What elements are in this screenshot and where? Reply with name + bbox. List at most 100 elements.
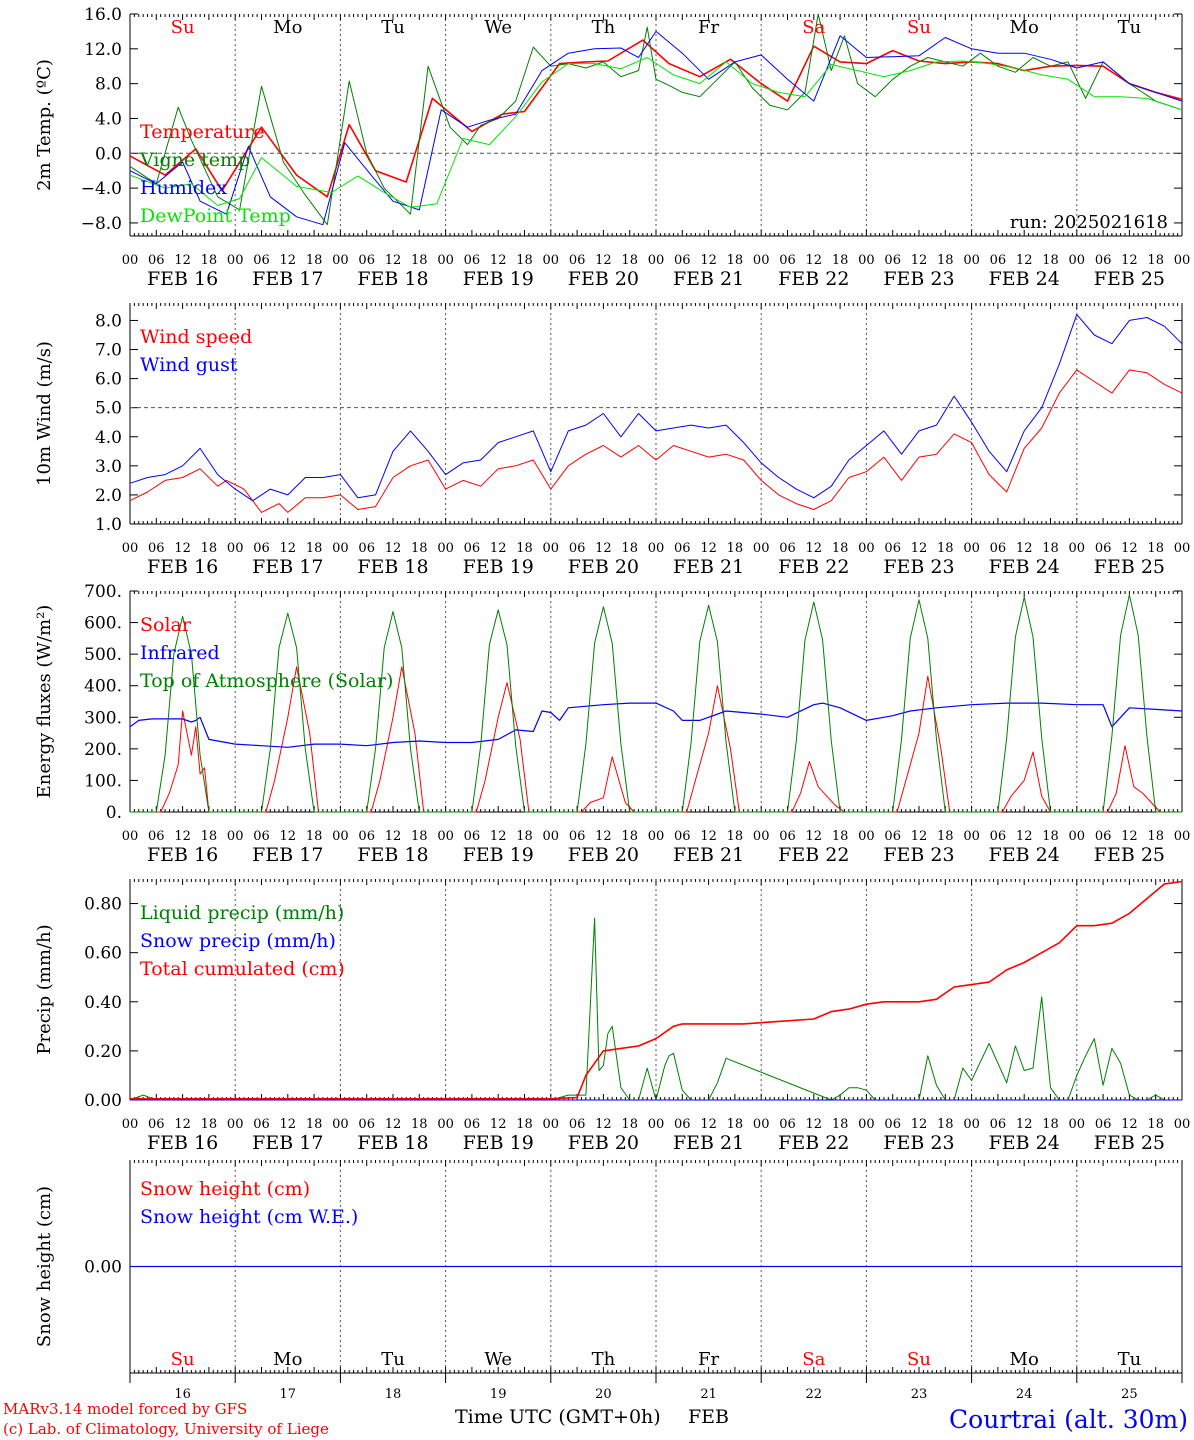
hour-tick-label: 18	[832, 829, 849, 844]
hour-tick-label: 06	[990, 1117, 1007, 1132]
hour-tick-label: 12	[595, 1117, 612, 1132]
hour-tick-label: 06	[148, 253, 165, 268]
hour-tick-label: 00	[753, 541, 770, 556]
date-label: FEB 19	[463, 1132, 534, 1154]
y-tick-label: 0.80	[84, 895, 122, 915]
hour-tick-label: 00	[543, 541, 560, 556]
day-number-label: 24	[1016, 1387, 1033, 1402]
date-label: FEB 21	[673, 1132, 744, 1154]
hour-tick-label: 06	[779, 1117, 796, 1132]
hour-tick-label: 00	[648, 253, 665, 268]
hour-tick-label: 12	[700, 541, 717, 556]
hour-tick-label: 12	[280, 541, 297, 556]
date-label: FEB 24	[989, 268, 1060, 290]
date-label: FEB 25	[1094, 1132, 1165, 1154]
hour-tick-label: 00	[1069, 1117, 1086, 1132]
hour-tick-label: 12	[806, 541, 823, 556]
hour-tick-label: 12	[1121, 253, 1138, 268]
hour-tick-label: 18	[937, 541, 954, 556]
weekday-label: Sa	[802, 17, 825, 38]
month-label: FEB	[688, 1406, 729, 1428]
hour-tick-label: 00	[1174, 829, 1191, 844]
hour-tick-label: 06	[1095, 829, 1112, 844]
hour-tick-label: 18	[937, 1117, 954, 1132]
date-label: FEB 21	[673, 268, 744, 290]
hour-tick-label: 18	[516, 253, 533, 268]
day-number-label: 20	[595, 1387, 612, 1402]
hour-tick-label: 00	[963, 1117, 980, 1132]
hour-tick-label: 06	[884, 253, 901, 268]
hour-tick-label: 18	[937, 253, 954, 268]
weekday-label: Mo	[273, 1349, 302, 1370]
hour-tick-label: 00	[227, 541, 244, 556]
hour-tick-label: 06	[1095, 1117, 1112, 1132]
hour-tick-label: 00	[1174, 541, 1191, 556]
y-tick-label: 16.0	[84, 5, 122, 25]
hour-tick-label: 00	[1174, 1117, 1191, 1132]
hour-tick-label: 12	[174, 1117, 191, 1132]
hour-tick-label: 06	[779, 829, 796, 844]
hour-tick-label: 18	[1042, 829, 1059, 844]
hour-tick-label: 18	[201, 1117, 218, 1132]
hour-tick-label: 12	[911, 541, 928, 556]
chart-panel-3: 0. 100. 200. 300. 400. 500. 600. 700. Energy flu…	[34, 582, 1190, 866]
hour-tick-label: 00	[122, 541, 139, 556]
y-tick-label: 100.	[84, 771, 122, 791]
station-name: Courtrai (alt. 30m)	[949, 1405, 1188, 1434]
legend-entry: Humidex	[140, 177, 227, 199]
weekday-label: Fr	[698, 1349, 719, 1370]
hour-tick-label: 18	[1147, 829, 1164, 844]
chart-panel-4: 0.00 0.20 0.40 0.60 0.80 Precip (mm/h) Liquid …	[34, 879, 1190, 1154]
hour-tick-label: 00	[963, 253, 980, 268]
hour-tick-label: 00	[122, 829, 139, 844]
hour-tick-label: 18	[621, 1117, 638, 1132]
y-tick-label: 8.0	[95, 75, 122, 95]
chart-panel-2: 1.0 2.0 3.0 4.0 5.0 6.0 7.0 8.0 10m Wind (m/s) Wi…	[34, 303, 1190, 578]
hour-tick-label: 18	[621, 253, 638, 268]
weekday-label: Fr	[698, 17, 719, 38]
hour-tick-label: 00	[648, 1117, 665, 1132]
date-label: FEB 20	[568, 268, 639, 290]
hour-tick-label: 12	[806, 1117, 823, 1132]
x-axis-label: Time UTC (GMT+0h)	[455, 1406, 661, 1428]
y-tick-label: 6.0	[95, 370, 122, 390]
hour-tick-label: 18	[411, 1117, 428, 1132]
hour-tick-label: 18	[1042, 1117, 1059, 1132]
date-label: FEB 23	[883, 268, 954, 290]
weekday-label: Th	[592, 1349, 616, 1370]
hour-tick-label: 06	[569, 1117, 586, 1132]
hour-tick-label: 12	[1121, 541, 1138, 556]
hour-tick-label: 06	[358, 829, 375, 844]
hour-tick-label: 06	[358, 253, 375, 268]
date-label: FEB 17	[252, 556, 323, 578]
y-axis-label: Energy fluxes (W/m²)	[34, 605, 55, 799]
legend-entry: Total cumulated (cm)	[140, 958, 345, 980]
date-label: FEB 19	[463, 268, 534, 290]
hour-tick-label: 18	[306, 829, 323, 844]
day-number-label: 18	[385, 1387, 402, 1402]
hour-tick-label: 06	[674, 253, 691, 268]
legend-entry: Snow height (cm)	[140, 1178, 310, 1200]
date-label: FEB 16	[147, 268, 218, 290]
hour-tick-label: 06	[358, 541, 375, 556]
date-label: FEB 17	[252, 1132, 323, 1154]
hour-tick-label: 00	[437, 541, 454, 556]
hour-tick-label: 00	[963, 541, 980, 556]
y-axis-label: Snow height (cm)	[34, 1186, 55, 1347]
legend-entry: Top of Atmosphere (Solar)	[140, 670, 393, 692]
hour-tick-label: 18	[306, 541, 323, 556]
hour-tick-label: 12	[1121, 1117, 1138, 1132]
weekday-label: Su	[907, 17, 931, 38]
weekday-label: Su	[171, 17, 195, 38]
hour-tick-label: 06	[148, 541, 165, 556]
hour-tick-label: 12	[1016, 829, 1033, 844]
y-tick-label: 0.60	[84, 944, 122, 964]
hour-tick-label: 12	[1016, 1117, 1033, 1132]
weekday-label: We	[484, 17, 512, 38]
model-credit: MARv3.14 model forced by GFS	[3, 1400, 247, 1418]
y-tick-label: 12.0	[84, 40, 122, 60]
day-number-label: 23	[911, 1387, 928, 1402]
hour-tick-label: 06	[990, 253, 1007, 268]
hour-tick-label: 12	[1016, 541, 1033, 556]
